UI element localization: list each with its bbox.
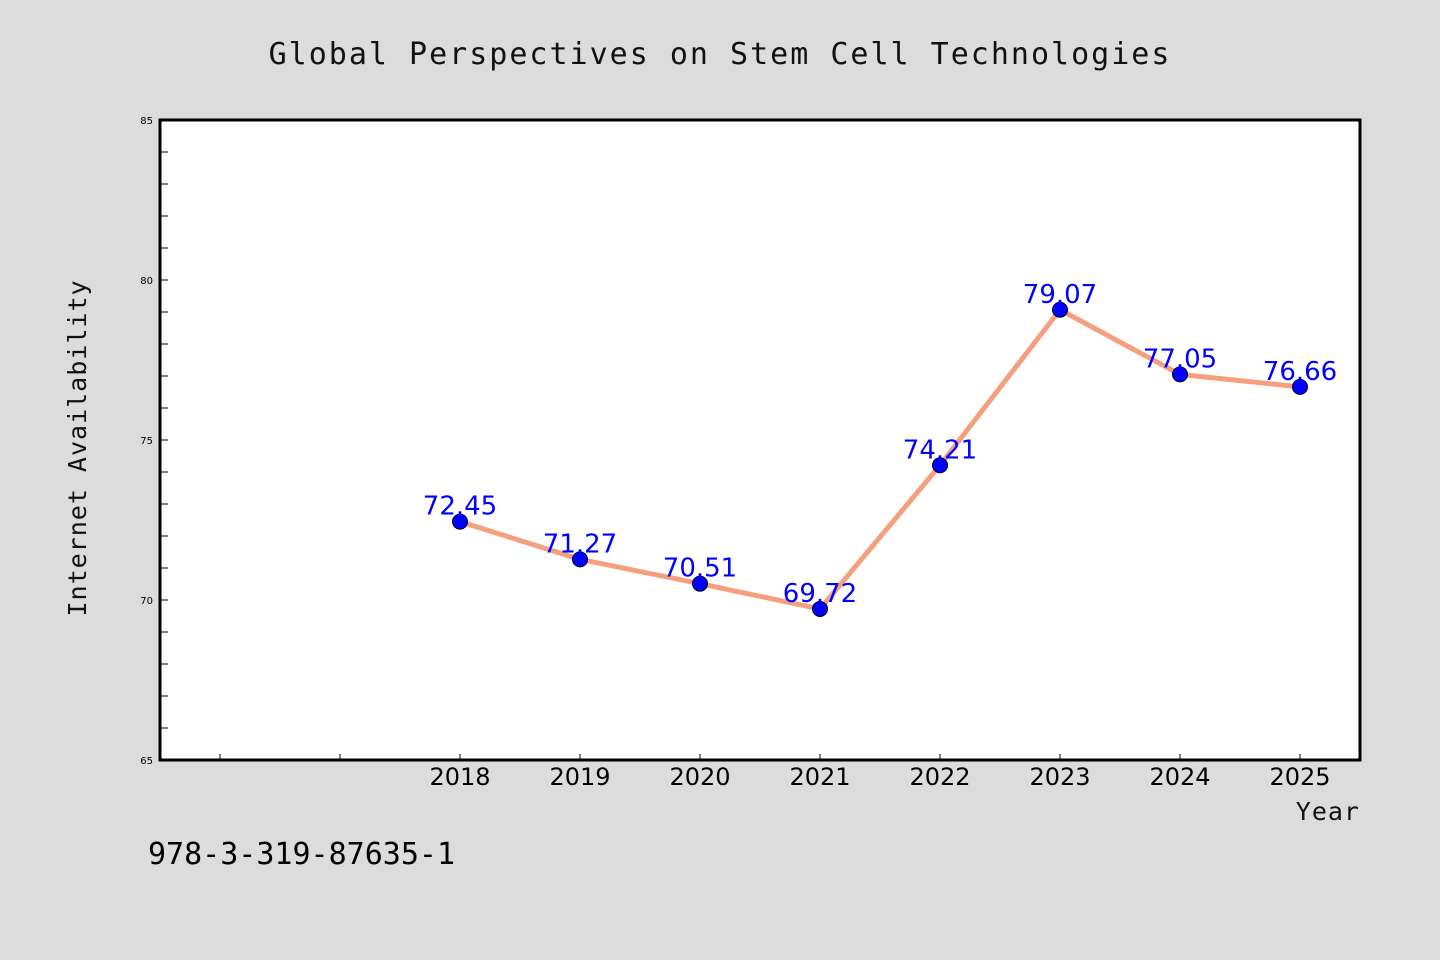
y-tick-label: 80 [140, 276, 153, 287]
markers-group [452, 301, 1308, 617]
y-tick-label: 65 [140, 756, 153, 767]
data-point [452, 513, 468, 530]
footer-identifier: 978-3-319-87635-1 [148, 837, 455, 872]
data-point [812, 600, 828, 617]
x-tick-label: 2020 [669, 763, 730, 791]
data-label: 79.07 [1023, 280, 1097, 310]
x-tick-label: 2022 [909, 763, 970, 791]
data-point [692, 575, 708, 592]
plot-frame [158, 118, 1362, 762]
data-label: 77.05 [1143, 344, 1217, 374]
data-point [572, 551, 588, 568]
data-point [932, 457, 948, 474]
data-label: 71.27 [543, 529, 617, 559]
x-axis-label: Year [1296, 797, 1360, 826]
data-point [1172, 366, 1188, 383]
series-line-group [457, 307, 1303, 612]
x-tick-label: 2019 [549, 763, 610, 791]
x-tick-label: 2024 [1149, 763, 1210, 791]
series-line [457, 307, 1303, 612]
x-tick-label: 2025 [1269, 763, 1330, 791]
data-label: 76.66 [1263, 357, 1337, 387]
y-axis-label: Internet Availability [63, 279, 92, 616]
x-tick-label: 2018 [429, 763, 490, 791]
y-tick-label: 70 [140, 596, 153, 607]
y-tick-label: 85 [140, 116, 153, 127]
x-tick-label: 2023 [1029, 763, 1090, 791]
data-label: 74.21 [903, 435, 977, 465]
y-tick-label: 75 [140, 436, 153, 447]
data-label: 69.72 [783, 579, 857, 609]
data-label: 70.51 [663, 554, 737, 584]
x-axis: 2018 2019 2020 2021 2022 2023 2024 2025 [219, 754, 1331, 791]
data-labels-group: 72.45 71.27 70.51 69.72 74.21 79.07 77.05 76.66 [423, 280, 1337, 609]
plot-area [160, 120, 1360, 760]
data-point [1292, 378, 1308, 395]
x-tick-label: 2021 [789, 763, 850, 791]
data-label: 72.45 [423, 492, 497, 522]
chart-title: Global Perspectives on Stem Cell Technol… [269, 37, 1172, 72]
data-point [1052, 301, 1068, 318]
